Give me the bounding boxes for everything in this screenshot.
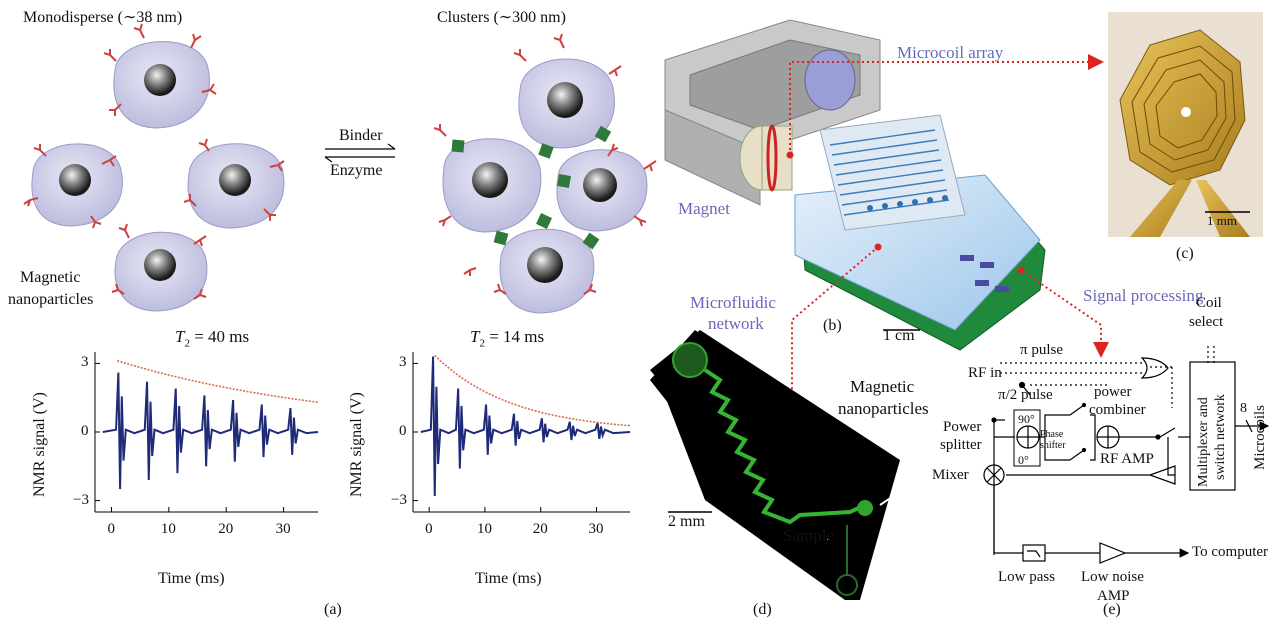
- callout-lines: [784, 54, 1109, 422]
- x-axis-label: Time (ms): [475, 570, 542, 587]
- x-tick-label: 0: [425, 521, 433, 537]
- nanoparticle-label-2: nanoparticles: [8, 291, 94, 308]
- x-tick-label: 20: [532, 521, 548, 537]
- microcoil-photo: [1108, 12, 1263, 237]
- signal-processing-label: Signal processing: [1083, 286, 1204, 305]
- nmr-signal-trace: [420, 356, 631, 497]
- power-splitter-label-1: Power: [943, 419, 982, 435]
- microcoils-label: Microcoils: [1252, 405, 1268, 470]
- cluster-particles: [433, 33, 657, 314]
- microcoil-label: Microcoil array: [897, 43, 1004, 62]
- phase-label-2: shifter: [1040, 440, 1066, 451]
- caption-c: (c): [1176, 245, 1194, 262]
- nmr-chart-right: [412, 352, 631, 513]
- enzyme-label: Enzyme: [330, 162, 383, 179]
- y-tick-label: 3: [399, 354, 407, 371]
- y-tick-label: 0: [81, 423, 89, 439]
- scale-1cm: 1 cm: [883, 327, 915, 344]
- coil-select-label-1: Coil: [1196, 295, 1222, 311]
- y-tick-label: 3: [81, 354, 89, 371]
- panel-d-np-label-1: Magnetic: [850, 377, 915, 396]
- coil-select-label-2: select: [1189, 314, 1224, 330]
- x-tick-label: 10: [476, 521, 492, 537]
- scale-2mm: 2 mm: [668, 513, 705, 530]
- t2-decay-envelope: [434, 354, 631, 427]
- eight-label: 8: [1240, 401, 1247, 416]
- microfluidic-label-1: Microfluidic: [690, 293, 776, 312]
- x-tick-label: 30: [275, 521, 291, 537]
- t2-right-label: T2 = 14 ms: [470, 327, 545, 350]
- sample-label: Sample: [783, 526, 834, 545]
- nmr-signal-trace: [102, 372, 319, 490]
- t2-decay-envelope: [116, 359, 319, 404]
- reversible-arrow: [324, 143, 396, 163]
- deg90-label: 90°: [1018, 412, 1035, 426]
- y-axis-label: NMR signal (V): [31, 392, 48, 497]
- t2-left-label: T2 = 40 ms: [175, 327, 250, 350]
- microfluidic-chip: [650, 330, 900, 600]
- power-splitter-label-2: splitter: [940, 437, 982, 453]
- scale-1mm: 1 mm: [1207, 213, 1237, 228]
- mux-label-2: switch network: [1213, 394, 1228, 480]
- x-tick-label: 20: [218, 521, 234, 537]
- y-tick-label: 0: [399, 423, 407, 439]
- pi-pulse-label: π pulse: [1020, 342, 1063, 358]
- rf-amp-label: RF AMP: [1100, 451, 1154, 467]
- circuit-schematic: [983, 345, 1270, 564]
- monodisperse-particles: [23, 23, 285, 312]
- y-tick-label: −3: [391, 491, 407, 508]
- clusters-title: Clusters (∼300 nm): [437, 9, 566, 26]
- x-tick-label: 0: [107, 521, 115, 537]
- y-tick-label: −3: [73, 491, 89, 508]
- low-pass-label: Low pass: [998, 569, 1056, 585]
- mux-label-1: Multiplexer and: [1196, 397, 1211, 487]
- rf-in-label: RF in: [968, 365, 1002, 381]
- monodisperse-title: Monodisperse (∼38 nm): [23, 9, 183, 26]
- panel-d-np-label-2: nanoparticles: [838, 399, 929, 418]
- x-tick-label: 10: [160, 521, 176, 537]
- magnet-label: Magnet: [678, 199, 730, 218]
- binder-label: Binder: [339, 127, 383, 144]
- lna-label-2: AMP: [1097, 588, 1130, 604]
- x-tick-label: 30: [588, 521, 604, 537]
- power-combiner-label-2: combiner: [1089, 402, 1146, 418]
- nmr-chart-left: [94, 352, 319, 513]
- lna-label-1: Low noise: [1081, 569, 1144, 585]
- deg0-label: 0°: [1018, 453, 1029, 467]
- y-axis-label: NMR signal (V): [348, 392, 365, 497]
- caption-d: (d): [753, 601, 772, 618]
- mixer-label: Mixer: [932, 467, 969, 483]
- power-combiner-label-1: power: [1094, 384, 1132, 400]
- to-computer-label: To computer: [1192, 544, 1269, 560]
- caption-b: (b): [823, 317, 842, 334]
- nanoparticle-label-1: Magnetic: [20, 269, 81, 286]
- phase-label-1: Phase: [1040, 429, 1064, 440]
- caption-a: (a): [324, 601, 342, 618]
- caption-e: (e): [1103, 601, 1121, 618]
- x-axis-label: Time (ms): [158, 570, 225, 587]
- microfluidic-label-2: network: [708, 314, 764, 333]
- pi2-pulse-label: π/2 pulse: [998, 387, 1053, 403]
